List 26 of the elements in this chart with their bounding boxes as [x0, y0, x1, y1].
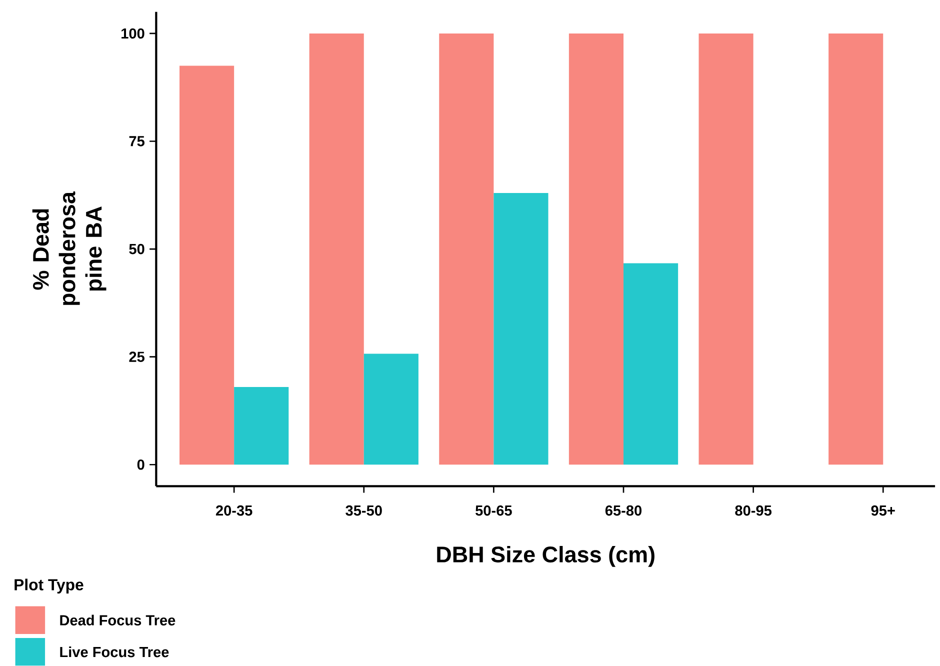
bar [439, 34, 494, 465]
legend-label: Dead Focus Tree [60, 614, 176, 626]
x-tick-label: 65-80 [605, 506, 642, 516]
bar [624, 263, 678, 465]
bar [234, 387, 289, 465]
x-axis-title: DBH Size Class (cm) [437, 546, 654, 568]
legend-title: Plot Type [14, 578, 84, 594]
x-tick-label: 95+ [871, 506, 895, 516]
bar [698, 34, 754, 465]
bar [180, 66, 234, 465]
y-tick-label: 25 [129, 352, 144, 362]
bar [309, 34, 364, 465]
y-tick-label: 75 [129, 136, 144, 146]
bar [494, 193, 548, 465]
y-tick-label: 100 [122, 28, 144, 39]
bar [364, 354, 418, 465]
y-axis-title: % Dead ponderosa pine BA [32, 192, 106, 306]
y-tick-label: 50 [129, 244, 144, 254]
x-tick-label: 20-35 [216, 506, 252, 516]
bar [828, 34, 884, 465]
x-tick-label: 80-95 [735, 506, 772, 516]
x-tick-label: 35-50 [346, 506, 382, 516]
legend-label: Live Focus Tree [60, 646, 169, 658]
bar [568, 34, 624, 465]
y-tick-label: 0 [137, 460, 144, 470]
x-tick-label: 50-65 [476, 506, 512, 516]
